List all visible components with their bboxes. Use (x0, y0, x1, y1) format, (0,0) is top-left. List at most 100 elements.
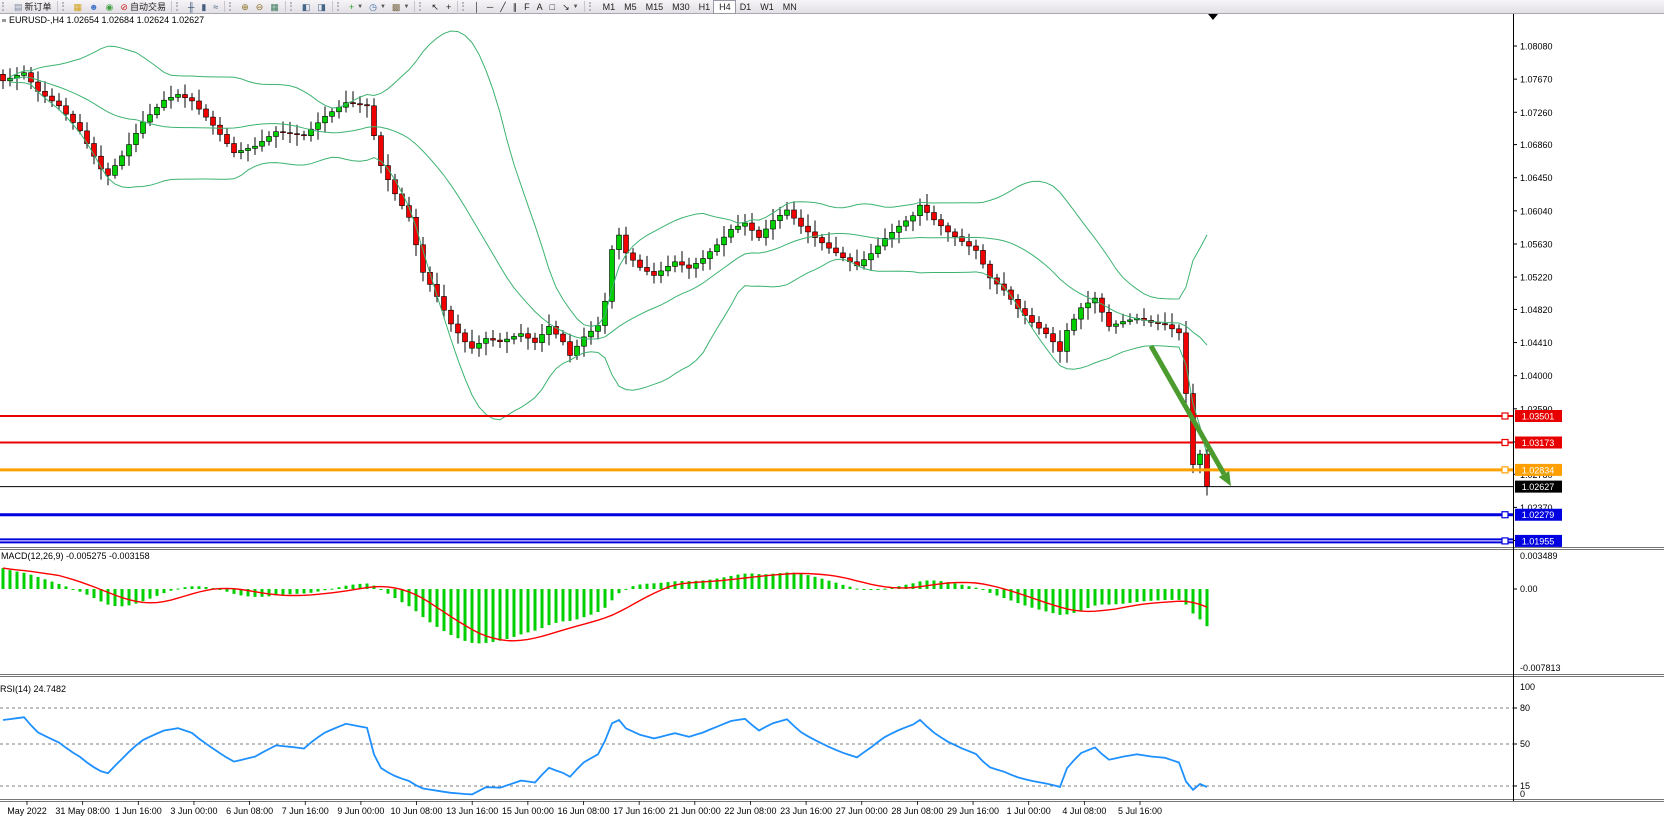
time-axis (26, 801, 1141, 805)
time-tick-label: 10 Jun 08:00 (391, 806, 443, 816)
text-button[interactable]: A (534, 1, 547, 13)
price-tick-label: 1.06450 (1520, 173, 1553, 183)
price-tick-label: 1.04000 (1520, 371, 1553, 381)
trendline-button[interactable]: ╱ (497, 1, 509, 13)
time-tick-label: 1 Jul 00:00 (1007, 806, 1051, 816)
price-marker-label (1515, 480, 1562, 493)
fibonacci-button[interactable]: F (521, 1, 534, 13)
svg-text:1.02627: 1.02627 (1522, 482, 1555, 492)
toolbar-grip (175, 2, 182, 11)
time-tick-label: 16 Jun 08:00 (557, 806, 609, 816)
navigator-button[interactable]: ☻ (86, 1, 102, 13)
tf-m15[interactable]: M15 (641, 1, 668, 13)
tf-m30[interactable]: M30 (667, 1, 694, 13)
chart-title: EURUSD-,H4 1.02654 1.02684 1.02624 1.026… (9, 15, 205, 25)
title-marker (2, 19, 6, 22)
terminal-button[interactable]: ◉ (103, 1, 118, 13)
chevron-down-icon: ▼ (572, 3, 579, 10)
new-order-button[interactable]: ▤ 新订单 (11, 1, 55, 13)
arrow-annotation[interactable] (1148, 344, 1231, 487)
price-tick-label: 1.03590 (1520, 404, 1553, 414)
toolbar-grip (289, 2, 296, 11)
tf-h4[interactable]: H4 (713, 0, 736, 14)
tf-d1[interactable]: D1 (735, 1, 756, 13)
chart-shift-marker[interactable] (1208, 14, 1218, 20)
price-tick-label: 1.06860 (1520, 140, 1553, 150)
toolbar-grip (229, 2, 235, 11)
price-tick-label: 1.05220 (1520, 273, 1553, 283)
vertical-line-button[interactable]: │ (471, 1, 484, 13)
arrange-charts-icon: ◧ (301, 1, 311, 12)
pivot-line-anchor[interactable] (1501, 466, 1509, 474)
horizontal-line-button[interactable]: ─ (484, 1, 497, 13)
support-line-2-anchor[interactable] (1501, 537, 1509, 545)
macd-histogram (1, 568, 1209, 644)
chevron-down-icon: ▼ (403, 3, 410, 10)
macd-zero-label: 0.00 (1520, 584, 1538, 594)
svg-text:1.03501: 1.03501 (1522, 412, 1555, 422)
templates-button[interactable]: ▩ ▼ (389, 1, 412, 13)
toolbar-separator (224, 1, 226, 12)
time-tick-label: 4 Jul 08:00 (1062, 806, 1106, 816)
resistance-line-2-anchor[interactable] (1501, 438, 1509, 447)
zoom-in-button[interactable]: ⊕ (238, 1, 253, 13)
market-watch-button[interactable]: ▦ (71, 1, 87, 13)
price-tick-label: 1.02370 (1520, 503, 1553, 513)
market-watch-icon: ▦ (73, 1, 83, 12)
line-chart-button[interactable]: ≈ (210, 1, 222, 13)
tf-h1[interactable]: H1 (694, 1, 715, 13)
tf-h1-label: H1 (698, 1, 711, 12)
price-marker-label (1515, 508, 1562, 521)
tf-m1-label: M1 (602, 1, 616, 12)
chevron-down-icon: ▼ (357, 3, 364, 10)
chevron-down-icon: ▼ (379, 3, 386, 10)
shapes-button[interactable]: □ (547, 1, 559, 13)
price-marker-label (1515, 436, 1562, 449)
periods-button[interactable]: ◷ ▼ (366, 1, 389, 13)
candlestick-chart-button[interactable]: ▮ (198, 1, 210, 13)
toolbar-separator (583, 1, 585, 12)
macd-indicator-label: MACD(12,26,9) -0.005275 -0.003158 (1, 551, 150, 561)
tf-mn[interactable]: MN (778, 1, 801, 13)
toolbar-grip (336, 2, 343, 11)
rsi-line (2, 716, 1208, 796)
trendline-icon: ╱ (500, 1, 506, 12)
time-tick-label: 9 Jun 00:00 (337, 806, 384, 816)
time-tick-label: 7 Jun 16:00 (282, 806, 329, 816)
tf-m1[interactable]: M1 (598, 1, 620, 13)
time-tick-label: 17 Jun 16:00 (613, 806, 665, 816)
zoom-out-button[interactable]: ⊖ (253, 1, 268, 13)
svg-text:1.02279: 1.02279 (1522, 510, 1555, 520)
add-indicator-button[interactable]: + ▼ (346, 1, 366, 13)
arrange-charts-button[interactable]: ◧ (299, 1, 315, 13)
autotrading-button[interactable]: ⊘ 自动交易 (117, 1, 169, 13)
time-tick-label: 22 Jun 08:00 (724, 806, 776, 816)
svg-text:1.01955: 1.01955 (1522, 536, 1555, 546)
resistance-line-1-anchor[interactable] (1501, 412, 1509, 420)
toolbar-separator (284, 1, 286, 12)
cascade-charts-button[interactable]: ◨ (314, 1, 330, 13)
cursor-icon: ↖ (431, 1, 439, 12)
horizontal-line-icon: ─ (486, 1, 494, 12)
support-line-1-anchor[interactable] (1501, 511, 1509, 519)
tf-d1-label: D1 (739, 1, 752, 12)
tile-windows-button[interactable]: ▦ (267, 1, 283, 13)
add-indicator-icon: + (348, 1, 355, 12)
rsi-tick-label: 15 (1520, 781, 1530, 791)
svg-text:1.03173: 1.03173 (1522, 438, 1555, 448)
arrows-tool-button[interactable]: ↘ ▼ (559, 1, 582, 13)
shapes-icon: □ (549, 1, 556, 12)
vertical-line-icon: │ (474, 1, 480, 12)
toolbar-grip (61, 2, 68, 11)
tf-m5[interactable]: M5 (619, 1, 641, 13)
tf-w1[interactable]: W1 (755, 1, 778, 13)
channel-button[interactable]: ∥ (510, 1, 522, 13)
cursor-button[interactable]: ↖ (428, 1, 443, 13)
crosshair-button[interactable]: + (443, 1, 455, 13)
tile-windows-icon: ▦ (270, 1, 279, 12)
price-marker-label (1515, 534, 1562, 547)
bar-chart-button[interactable]: ╫ (185, 1, 198, 13)
price-tick-label: 1.04410 (1520, 338, 1553, 348)
terminal-icon: ◉ (105, 1, 114, 12)
